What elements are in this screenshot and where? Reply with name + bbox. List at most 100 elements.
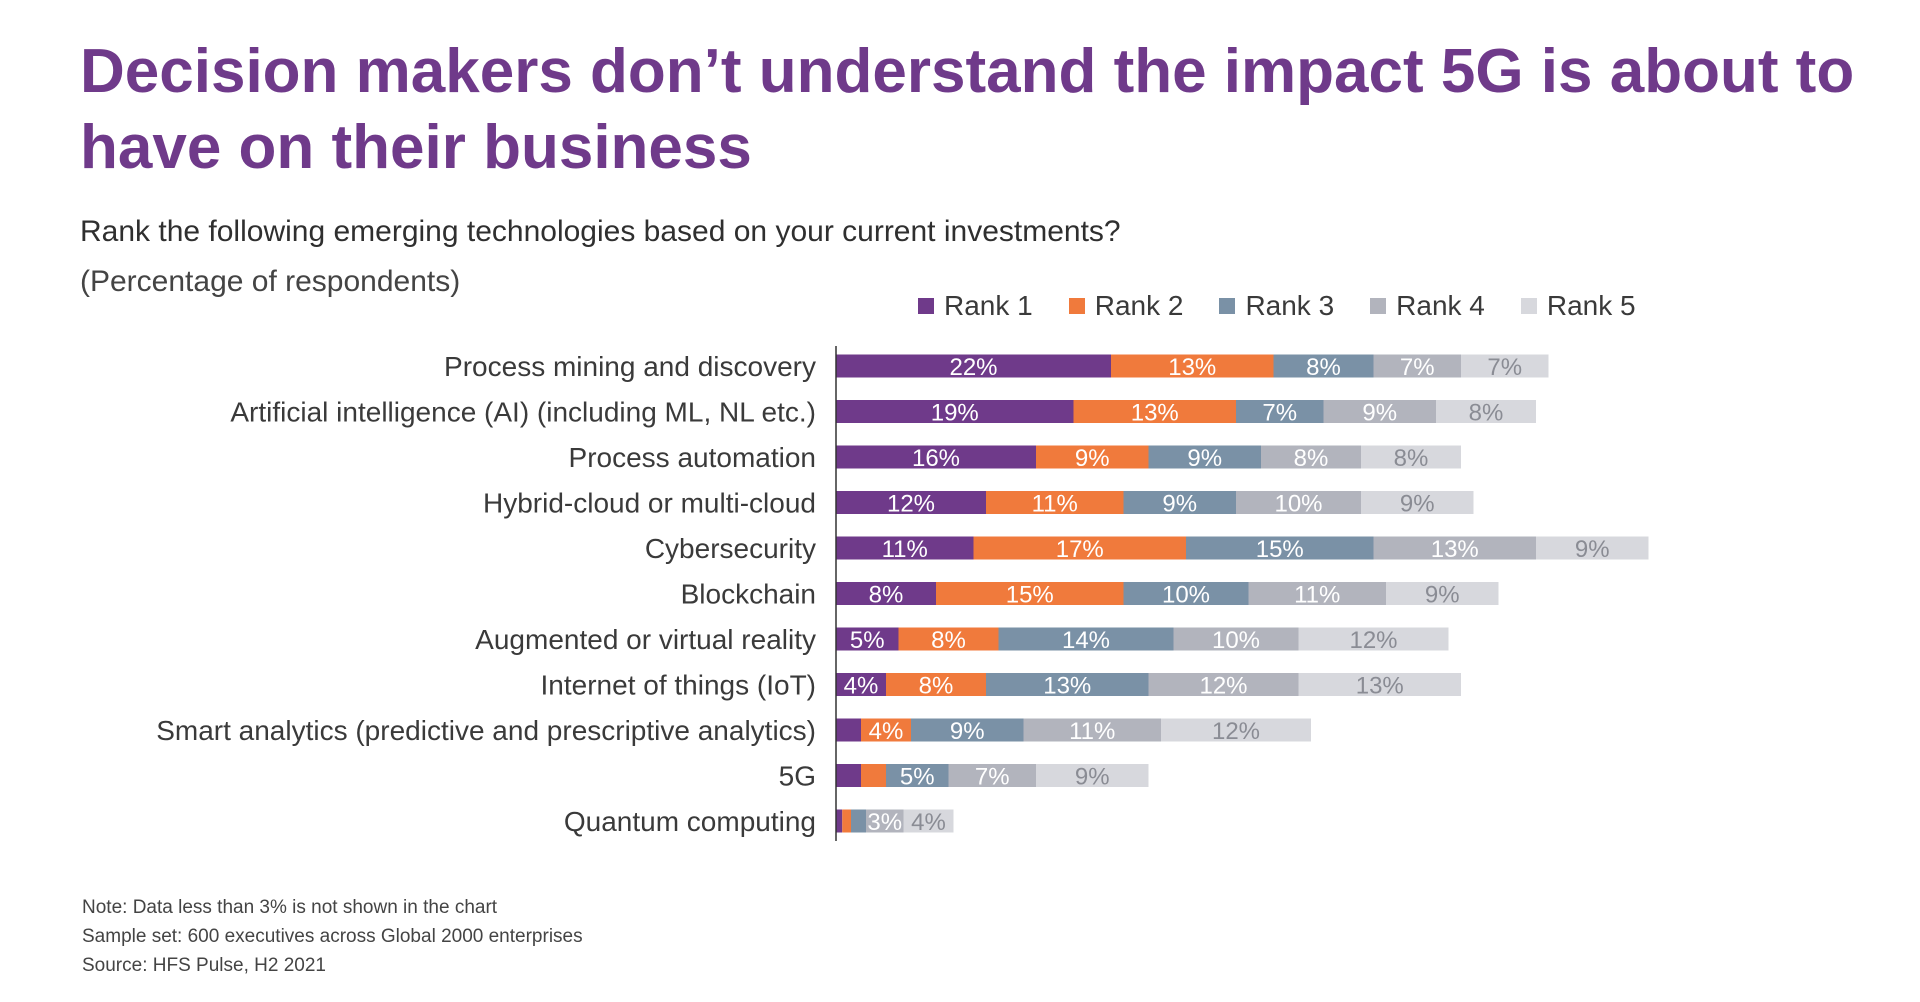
legend-swatch — [1520, 298, 1537, 314]
bar-segment — [866, 809, 904, 833]
legend-label: Rank 2 — [1094, 290, 1184, 321]
data-label: 11% — [1032, 491, 1078, 518]
bar-segment — [1298, 627, 1449, 651]
data-label: 17% — [1056, 536, 1104, 563]
bar-segment — [973, 536, 1186, 560]
legend-item-rank-4: Rank 4 — [1370, 290, 1485, 322]
bar-segment — [1323, 400, 1436, 423]
data-label: 9% — [1575, 536, 1610, 563]
data-label: 4% — [844, 673, 879, 700]
bar-segment — [836, 354, 1111, 378]
bar-segment — [1148, 673, 1299, 696]
bar-segment — [986, 673, 1149, 696]
legend-label: Rank 3 — [1245, 290, 1335, 321]
data-label: 13% — [1356, 673, 1404, 700]
data-label: 7% — [1400, 354, 1435, 381]
bar-segment — [898, 627, 999, 651]
data-label: 15% — [1006, 582, 1054, 609]
data-label: 14% — [1062, 627, 1110, 654]
unit-note: (Percentage of respondents) — [80, 265, 461, 298]
legend-swatch — [1370, 298, 1387, 314]
data-label: 11% — [1069, 718, 1115, 745]
data-label: 7% — [975, 764, 1010, 791]
bar-segment — [836, 809, 843, 833]
bar-segment — [1111, 354, 1274, 378]
legend-item-rank-5: Rank 5 — [1520, 290, 1636, 322]
data-label: 5% — [900, 764, 935, 791]
data-label: 16% — [912, 445, 960, 472]
data-label: 12% — [887, 491, 935, 518]
bar-segment — [836, 536, 974, 560]
data-label: 4% — [869, 718, 904, 745]
chart-question: Rank the following emerging technologies… — [80, 215, 1121, 248]
data-label: 8% — [1394, 445, 1429, 472]
category-label: Quantum computing — [564, 806, 816, 837]
legend-swatch — [1219, 298, 1236, 314]
data-label: 9% — [1075, 445, 1110, 472]
data-label: 13% — [1131, 400, 1179, 427]
data-label: 9% — [1075, 764, 1110, 791]
bar-segment — [1436, 400, 1536, 423]
data-label: 8% — [1469, 400, 1504, 427]
bar-segment — [836, 491, 986, 514]
bar-segment — [903, 809, 954, 833]
legend-label: Rank 5 — [1546, 290, 1636, 321]
chart-legend: Rank 1 Rank 2 Rank 3 Rank 4 Rank 5 — [918, 286, 1636, 326]
bar-segment — [911, 718, 1024, 742]
data-label: 7% — [1487, 354, 1522, 381]
bar-segment — [861, 764, 886, 787]
data-label: 9% — [950, 718, 985, 745]
data-label: 8% — [919, 673, 954, 700]
page-title: Decision makers don’t understand the imp… — [80, 37, 1855, 182]
bar-segment — [886, 673, 986, 696]
legend-item-rank-3: Rank 3 — [1219, 290, 1334, 322]
bar-segment — [1361, 491, 1474, 514]
data-label: 8% — [869, 582, 904, 609]
legend-swatch — [918, 298, 934, 314]
category-label: Hybrid-cloud or multi-cloud — [483, 488, 816, 519]
bar-segment — [861, 718, 911, 742]
bar-segment — [1186, 536, 1374, 560]
category-label: Blockchain — [681, 579, 816, 610]
legend-item-rank-2: Rank 2 — [1068, 290, 1184, 322]
data-label: 10% — [1274, 491, 1322, 518]
data-label: 11% — [882, 536, 928, 563]
data-label: 3% — [867, 809, 902, 836]
bar-segment — [1148, 445, 1261, 469]
bar-segment — [851, 809, 866, 833]
bar-segment — [1298, 673, 1461, 696]
bar-segment — [1273, 354, 1374, 378]
bar-segment — [1073, 400, 1236, 423]
bar-segment — [836, 445, 1036, 469]
bar-segment — [886, 764, 949, 787]
bar-segment — [836, 627, 899, 651]
category-label: 5G — [779, 761, 816, 792]
bar-segment — [936, 582, 1124, 605]
data-label: 13% — [1431, 536, 1479, 563]
bar-segment — [1536, 536, 1649, 560]
data-label: 19% — [931, 400, 979, 427]
data-label: 9% — [1362, 400, 1397, 427]
data-label: 8% — [1294, 445, 1329, 472]
legend-item-rank-1: Rank 1 — [918, 290, 1033, 322]
category-label: Augmented or virtual reality — [475, 624, 816, 655]
data-label: 9% — [1400, 491, 1435, 518]
data-label: 9% — [1162, 491, 1197, 518]
legend-swatch — [1068, 298, 1085, 314]
bar-segment — [836, 400, 1074, 423]
data-label: 12% — [1349, 627, 1397, 654]
data-label: 13% — [1043, 673, 1091, 700]
data-label: 5% — [850, 627, 885, 654]
bar-segment — [948, 764, 1036, 787]
bar-segment — [836, 582, 936, 605]
data-label: 15% — [1256, 536, 1304, 563]
data-label: 10% — [1162, 582, 1210, 609]
bar-segment — [1461, 354, 1549, 378]
legend-label: Rank 4 — [1396, 290, 1485, 321]
bar-segment — [836, 718, 861, 742]
data-label: 11% — [1294, 582, 1340, 609]
bar-segment — [842, 809, 851, 833]
bar-segment — [1161, 718, 1311, 742]
bar-segment — [1386, 582, 1499, 605]
category-label: Artificial intelligence (AI) (including … — [230, 397, 816, 428]
